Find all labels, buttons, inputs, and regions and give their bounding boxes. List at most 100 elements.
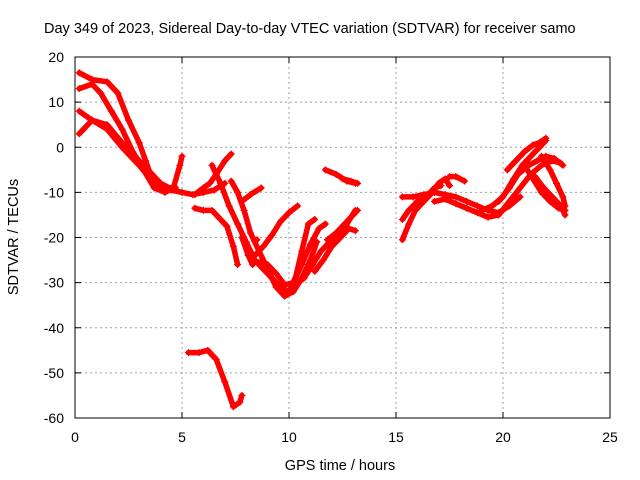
- data-point-marker: [538, 188, 546, 196]
- data-point-marker: [527, 152, 535, 160]
- data-point-marker: [238, 391, 246, 399]
- data-point-marker: [276, 218, 284, 226]
- chart-title: Day 349 of 2023, Sidereal Day-to-day VTE…: [44, 21, 576, 37]
- data-point-marker: [441, 175, 449, 183]
- data-point-marker: [206, 179, 214, 187]
- data-point-marker: [208, 206, 216, 214]
- data-point-marker: [478, 206, 486, 214]
- data-point-marker: [217, 179, 225, 187]
- y-tick-label: -50: [44, 365, 64, 381]
- data-point-marker: [103, 78, 111, 86]
- y-tick-label: 20: [48, 49, 64, 65]
- x-tick-label: 25: [602, 429, 618, 445]
- data-series-track-7: [191, 204, 242, 269]
- data-point-marker: [264, 261, 272, 269]
- data-point-marker: [227, 150, 235, 158]
- data-point-marker: [169, 186, 177, 194]
- data-point-marker: [234, 220, 242, 228]
- data-point-marker: [272, 283, 280, 291]
- data-series-track-11: [238, 184, 265, 205]
- grid-lines: [75, 57, 610, 418]
- data-point-marker: [131, 152, 139, 160]
- data-point-marker: [285, 209, 293, 217]
- data-series-track-30: [251, 236, 261, 244]
- data-point-marker: [88, 116, 96, 124]
- data-point-marker: [431, 197, 439, 205]
- data-point-marker: [503, 166, 511, 174]
- x-tick-label: 15: [388, 429, 404, 445]
- data-point-marker: [246, 191, 254, 199]
- data-series-track-4: [75, 116, 177, 194]
- data-point-marker: [107, 107, 115, 115]
- data-point-marker: [309, 261, 317, 269]
- data-series-track-29: [446, 173, 468, 185]
- data-point-marker: [240, 206, 248, 214]
- data-point-marker: [150, 179, 158, 187]
- data-series-track-10: [238, 234, 257, 269]
- data-point-marker: [300, 274, 308, 282]
- data-point-marker: [210, 186, 218, 194]
- data-point-marker: [229, 243, 237, 251]
- data-series-track-13: [255, 220, 329, 289]
- data-point-marker: [336, 234, 344, 241]
- data-point-marker: [289, 288, 297, 296]
- data-point-marker: [452, 173, 460, 181]
- data-point-marker: [559, 161, 567, 169]
- data-point-marker: [234, 188, 242, 196]
- series-trace: [76, 117, 177, 193]
- data-point-marker: [75, 107, 83, 115]
- data-point-marker: [431, 188, 439, 196]
- data-point-marker: [548, 193, 556, 201]
- series-trace: [446, 173, 468, 184]
- y-tick-label: -60: [44, 410, 64, 426]
- data-series-track-15: [311, 224, 359, 275]
- data-point-marker: [184, 349, 192, 357]
- data-point-marker: [238, 234, 246, 241]
- data-point-marker: [473, 209, 481, 217]
- data-point-marker: [555, 204, 563, 212]
- data-point-marker: [347, 177, 355, 185]
- data-point-marker: [229, 403, 237, 411]
- data-point-marker: [452, 193, 460, 201]
- data-point-marker: [351, 227, 359, 235]
- data-point-marker: [251, 252, 259, 260]
- data-point-marker: [223, 222, 231, 230]
- data-point-marker: [353, 206, 361, 214]
- data-point-marker: [281, 292, 289, 300]
- data-point-marker: [341, 220, 349, 228]
- data-point-marker: [405, 220, 413, 228]
- data-point-marker: [238, 197, 246, 205]
- data-point-marker: [103, 121, 111, 129]
- data-point-marker: [553, 179, 560, 187]
- data-point-marker: [550, 155, 558, 163]
- data-point-marker: [246, 229, 254, 237]
- data-point-marker: [118, 139, 126, 147]
- data-point-marker: [463, 204, 471, 212]
- data-point-marker: [446, 173, 453, 181]
- data-point-marker: [505, 184, 513, 192]
- data-series-track-5: [184, 346, 246, 411]
- data-series-track-16: [324, 206, 361, 244]
- data-point-marker: [244, 252, 252, 260]
- data-series-track-12: [251, 202, 302, 260]
- series-trace: [76, 81, 185, 196]
- data-point-marker: [212, 355, 220, 363]
- x-tick-label: 5: [178, 429, 186, 445]
- data-series-track-27: [538, 152, 569, 210]
- data-point-marker: [304, 220, 312, 228]
- data-point-marker: [234, 261, 242, 269]
- data-point-marker: [437, 182, 445, 190]
- data-point-marker: [512, 157, 520, 165]
- y-tick-label: 10: [48, 94, 64, 110]
- data-point-marker: [125, 116, 132, 124]
- data-point-marker: [529, 141, 537, 149]
- data-point-marker: [178, 188, 186, 196]
- series-layer: [75, 69, 569, 411]
- data-point-marker: [321, 220, 329, 228]
- y-tick-label: -30: [44, 275, 64, 291]
- data-point-marker: [559, 193, 567, 201]
- data-point-marker: [324, 236, 332, 244]
- y-axis-label: SDTVAR / TECUs: [6, 179, 22, 295]
- x-tick-label: 0: [71, 429, 79, 445]
